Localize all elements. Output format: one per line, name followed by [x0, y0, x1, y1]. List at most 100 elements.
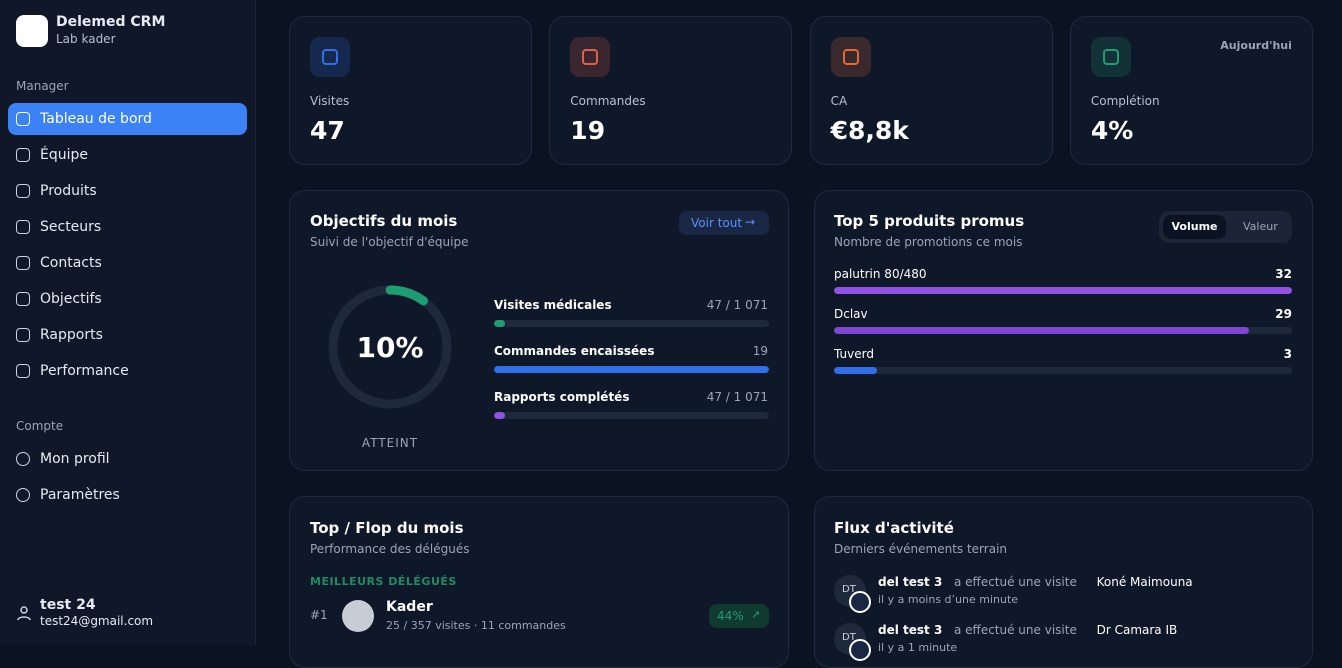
nav-item[interactable]: Mon profil: [40, 451, 110, 467]
nav-icon: [16, 112, 30, 126]
event-icon: [849, 591, 871, 613]
delegate-name: Kader: [386, 599, 433, 615]
nav-item[interactable]: Produits: [40, 183, 97, 199]
product-name: Tuverd: [834, 347, 874, 361]
gauge-label: 10%: [356, 331, 424, 364]
stat-icon: [310, 37, 350, 77]
avatar: [342, 600, 374, 632]
user-icon: [17, 606, 31, 621]
nav-icon: [16, 488, 30, 502]
link-button[interactable]: Voir tout →: [679, 211, 769, 235]
stat-label: Complétion: [1090, 94, 1160, 108]
stat-label: Commandes: [570, 94, 646, 108]
avatar-initials: DT: [842, 632, 856, 643]
link-text: Voir tout: [691, 216, 743, 230]
nav-item[interactable]: Objectifs: [40, 291, 102, 307]
gauge: [328, 285, 452, 409]
nav-item[interactable]: Rapports: [40, 327, 103, 343]
page: Delemed CRM Lab kader Manager Tableau de…: [0, 0, 1313, 668]
section-label: Compte: [16, 419, 64, 433]
progress-track: [494, 412, 769, 419]
stat-badge: Aujourd'hui: [1220, 39, 1292, 52]
stat-label: Visites: [310, 94, 350, 108]
nav-icon: [16, 328, 30, 342]
objective-name: Commandes encaissées: [494, 344, 655, 358]
card-title: Flux d'activité: [834, 519, 954, 537]
product-value: 32: [1275, 267, 1292, 281]
nav-item[interactable]: Tableau de bord: [40, 111, 152, 127]
event-icon: [849, 639, 871, 661]
product-name: palutrin 80/480: [834, 267, 927, 281]
nav-icon: [16, 292, 30, 306]
progress-bar: [494, 366, 769, 373]
objective-value: 19: [752, 344, 768, 358]
stat-value: 47: [310, 116, 345, 145]
progress-bar: [494, 320, 505, 327]
objective-name: Visites médicales: [494, 298, 612, 312]
event-target: Dr Camara IB: [1096, 623, 1178, 637]
card-title: Objectifs du mois: [310, 212, 458, 230]
gauge-caption: ATTEINT: [361, 436, 419, 450]
products-card: Top 5 produits promus Nombre de promotio…: [814, 190, 1313, 471]
product-value: 3: [1283, 347, 1292, 361]
sidebar: Delemed CRM Lab kader Manager Tableau de…: [0, 0, 256, 645]
product-bar: [834, 327, 1250, 334]
stat-card: CA €8,8k: [809, 16, 1053, 165]
nav-icon: [16, 220, 30, 234]
objective-value: 47 / 1 071: [706, 390, 768, 404]
event-action: a effectué une visite: [954, 623, 1077, 637]
user-email: test24@gmail.com: [40, 614, 154, 628]
card-subtitle: Derniers événements terrain: [834, 542, 1008, 556]
card-subtitle: Nombre de promotions ce mois: [834, 235, 1023, 249]
user-name: test 24: [40, 597, 96, 613]
nav-item[interactable]: Équipe: [40, 147, 88, 163]
gauge-arc: [328, 285, 452, 409]
nav-icon: [16, 256, 30, 270]
product-name: Dclav: [834, 307, 868, 321]
section-label: Manager: [16, 79, 69, 93]
stat-icon: [830, 37, 871, 77]
card-title: Top / Flop du mois: [310, 519, 464, 537]
event-actor: del test 3: [878, 623, 943, 637]
icon-glyph: [842, 49, 859, 65]
toggle-label[interactable]: Valeur: [1243, 220, 1278, 233]
rank: #1: [310, 608, 328, 622]
topflop-card: Top / Flop du mois Performance des délég…: [289, 496, 789, 668]
nav-icon: [16, 148, 30, 162]
nav-icon: [16, 452, 30, 466]
event-actor: del test 3: [878, 575, 943, 589]
product-value: 29: [1275, 307, 1292, 321]
event-action: a effectué une visite: [954, 575, 1077, 589]
stat-value: 19: [570, 116, 606, 145]
progress-track: [494, 366, 769, 373]
product-track: [834, 327, 1292, 334]
score-badge: 44% ↗: [709, 604, 769, 628]
product-track: [834, 287, 1292, 294]
nav-icon: [16, 364, 30, 378]
product-bar: [834, 367, 877, 374]
icon-glyph: [1102, 49, 1119, 65]
stat-card: Commandes 19: [549, 16, 793, 165]
brand: Delemed CRM: [56, 14, 166, 30]
section-label: MEILLEURS DÉLÉGUÉS: [310, 575, 457, 588]
product-track: [834, 367, 1292, 374]
toggle-label: Volume: [1171, 220, 1218, 233]
product-bar: [834, 287, 1292, 294]
progress-track: [494, 320, 769, 327]
nav-item[interactable]: Paramètres: [40, 487, 120, 503]
icon-glyph: [322, 49, 338, 65]
stat-icon: [1090, 37, 1131, 77]
avatar-initials: DT: [842, 584, 856, 595]
nav-item[interactable]: Contacts: [40, 255, 102, 271]
toggle-active[interactable]: Volume: [1163, 215, 1226, 239]
nav-item[interactable]: Secteurs: [40, 219, 102, 235]
activity-card: Flux d'activité Derniers événements terr…: [814, 496, 1313, 668]
stat-value: 4%: [1090, 116, 1134, 145]
org: Lab kader: [56, 32, 116, 46]
objective-name: Rapports complétés: [494, 390, 630, 404]
nav-item[interactable]: Performance: [40, 363, 129, 379]
card-subtitle: Performance des délégués: [310, 542, 470, 556]
objective-value: 47 / 1 071: [706, 298, 768, 312]
logo: [16, 15, 48, 47]
arrow-icon: ↗: [751, 608, 761, 621]
